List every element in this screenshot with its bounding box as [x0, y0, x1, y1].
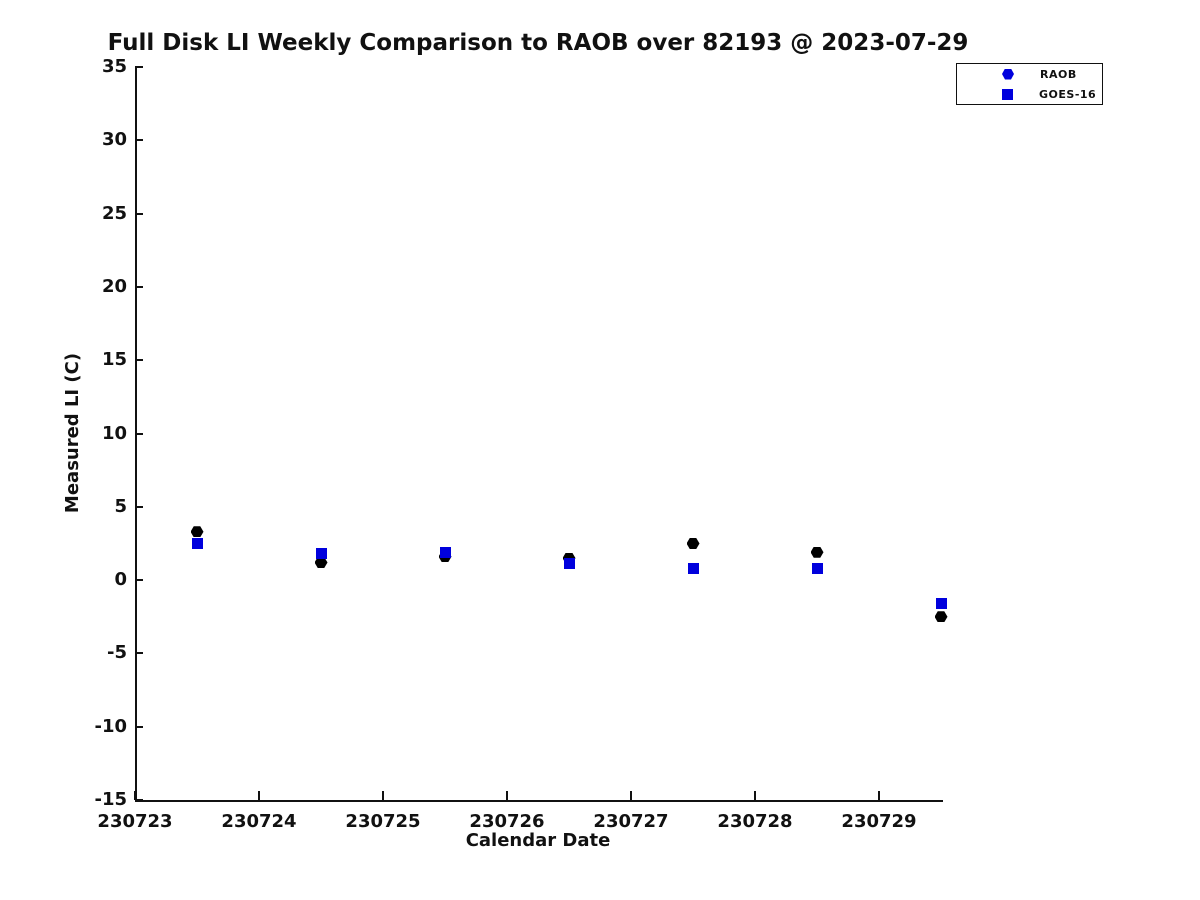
y-tick-mark	[135, 359, 143, 362]
data-point-goes-16	[935, 598, 947, 610]
x-tick-mark	[754, 791, 756, 800]
x-tick-label: 230728	[717, 811, 793, 832]
x-tick-label: 230726	[469, 811, 545, 832]
x-tick-mark	[878, 791, 880, 800]
data-point-raob	[686, 537, 700, 549]
y-tick-mark	[135, 432, 143, 435]
data-point-goes-16	[315, 548, 327, 560]
y-tick-label: 5	[114, 495, 127, 517]
y-tick-mark	[135, 66, 143, 68]
y-tick-label: -5	[107, 642, 127, 664]
legend-box: RAOB GOES-16	[956, 63, 1103, 105]
y-tick-mark	[135, 799, 143, 801]
y-tick-mark	[135, 579, 143, 582]
data-point-goes-16	[811, 562, 823, 574]
y-tick-label: -10	[94, 715, 127, 737]
x-tick-mark	[506, 791, 508, 800]
legend-label-raob: RAOB	[1040, 67, 1077, 81]
data-point-raob	[314, 557, 328, 568]
y-tick-label: 10	[101, 422, 127, 444]
data-point-raob	[810, 546, 824, 558]
y-tick-label: 0	[114, 569, 127, 591]
data-point-raob	[934, 611, 948, 623]
data-point-raob	[190, 526, 204, 538]
chart-title: Full Disk LI Weekly Comparison to RAOB o…	[107, 30, 969, 56]
legend-label-goes16: GOES-16	[1039, 87, 1097, 101]
y-tick-label: 35	[101, 56, 127, 77]
y-tick-label: -15	[94, 789, 127, 810]
legend-item-goes16: GOES-16	[957, 84, 1102, 104]
y-tick-mark	[135, 285, 143, 288]
y-tick-label: 15	[101, 349, 127, 371]
data-point-goes-16	[687, 562, 699, 574]
x-tick-label: 230725	[345, 811, 421, 832]
legend-item-raob: RAOB	[957, 64, 1102, 84]
data-point-goes-16	[191, 537, 203, 549]
x-tick-label: 230727	[593, 811, 669, 832]
plot-area	[135, 67, 943, 802]
x-tick-mark	[630, 791, 632, 800]
raob-legend-marker-icon	[1002, 68, 1014, 80]
x-axis-label: Calendar Date	[465, 830, 611, 851]
y-tick-mark	[135, 652, 143, 655]
x-tick-label: 230723	[97, 811, 173, 832]
y-tick-label: 30	[101, 129, 127, 151]
y-tick-mark	[135, 139, 143, 142]
x-tick-mark	[382, 791, 384, 800]
data-point-goes-16	[439, 546, 451, 558]
x-tick-mark	[258, 791, 260, 800]
data-point-goes-16	[563, 558, 575, 570]
y-tick-mark	[135, 505, 143, 508]
x-tick-mark	[134, 791, 136, 800]
y-tick-label: 20	[101, 275, 127, 297]
data-point-raob	[562, 552, 576, 564]
x-tick-label: 230729	[841, 811, 917, 832]
y-tick-mark	[135, 725, 143, 728]
x-tick-label: 230724	[221, 811, 297, 832]
y-tick-mark	[135, 212, 143, 215]
y-tick-label: 25	[101, 202, 127, 224]
goes16-legend-marker-icon	[1002, 88, 1013, 100]
